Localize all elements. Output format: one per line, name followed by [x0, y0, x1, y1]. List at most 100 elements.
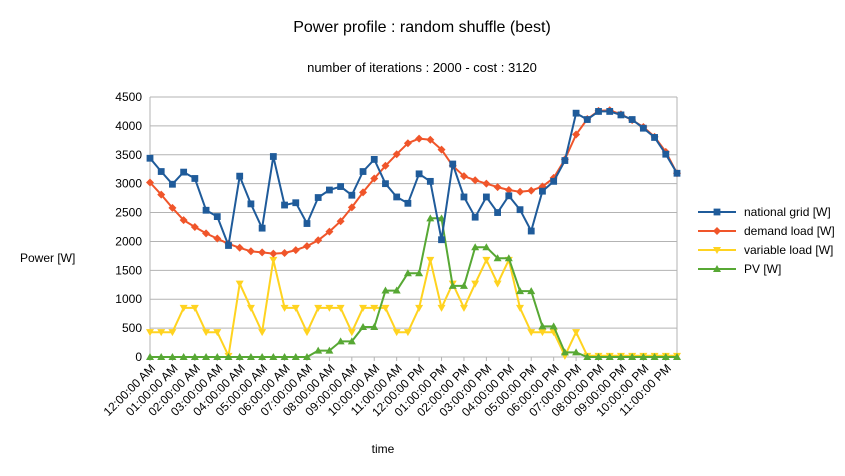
- data-point: [482, 243, 491, 251]
- data-point: [539, 187, 546, 195]
- data-point: [550, 177, 558, 185]
- data-point: [168, 353, 177, 360]
- data-point: [482, 179, 491, 188]
- data-point: [258, 248, 267, 257]
- data-point: [639, 353, 648, 360]
- legend-marker: [713, 208, 721, 215]
- series-line: [150, 258, 677, 357]
- data-point: [146, 154, 154, 162]
- data-point: [583, 116, 591, 123]
- data-point: [426, 214, 435, 222]
- y-tick-label: 2500: [115, 206, 142, 220]
- data-point: [336, 304, 345, 312]
- data-point: [650, 353, 659, 360]
- legend-marker: [713, 246, 721, 254]
- data-point: [504, 254, 513, 262]
- data-point: [449, 160, 457, 168]
- data-point: [673, 169, 681, 177]
- data-point: [482, 193, 490, 201]
- data-point: [403, 329, 412, 337]
- data-point: [538, 329, 547, 337]
- data-point: [516, 206, 524, 214]
- data-point: [292, 199, 300, 207]
- data-point: [415, 170, 423, 178]
- data-point: [246, 247, 255, 256]
- data-point: [179, 353, 188, 360]
- data-point: [269, 353, 278, 360]
- legend-swatch: [698, 246, 736, 254]
- data-point: [516, 187, 525, 196]
- data-point: [493, 254, 502, 262]
- data-point: [269, 256, 278, 264]
- data-point: [438, 236, 445, 244]
- legend-item: demand load [W]: [698, 221, 835, 240]
- data-point: [291, 304, 300, 312]
- data-point: [258, 329, 267, 337]
- data-point: [370, 156, 378, 163]
- data-point: [247, 200, 255, 208]
- data-point: [190, 304, 199, 312]
- data-point: [628, 116, 636, 123]
- data-point: [426, 256, 435, 264]
- data-point: [538, 322, 547, 330]
- series-3: [146, 214, 681, 360]
- data-point: [594, 353, 603, 360]
- data-point: [202, 329, 211, 337]
- data-point: [392, 286, 401, 294]
- chart-title: Power profile : random shuffle (best): [293, 19, 551, 36]
- y-tick-label: 4500: [115, 90, 142, 104]
- data-point: [459, 172, 468, 181]
- data-point: [169, 180, 176, 188]
- data-point: [337, 183, 345, 190]
- data-point: [291, 246, 300, 255]
- y-tick-label: 3000: [115, 177, 142, 191]
- data-point: [370, 304, 379, 312]
- y-tick-label: 1500: [115, 263, 142, 277]
- data-point: [426, 177, 434, 185]
- data-point: [494, 209, 501, 216]
- series-1: [146, 106, 681, 258]
- data-point: [213, 213, 221, 220]
- data-point: [302, 329, 311, 337]
- data-point: [157, 329, 166, 337]
- data-point: [191, 175, 199, 182]
- data-point: [617, 111, 625, 119]
- data-point: [527, 227, 535, 235]
- data-point: [269, 153, 277, 160]
- data-point: [661, 353, 670, 360]
- data-point: [280, 249, 289, 257]
- data-point: [595, 108, 602, 115]
- data-point: [527, 329, 536, 337]
- data-point: [314, 236, 323, 245]
- data-point: [415, 304, 424, 312]
- data-point: [202, 206, 210, 214]
- series-line: [149, 109, 678, 255]
- data-point: [314, 194, 322, 201]
- legend-item: variable load [W]: [698, 240, 835, 259]
- legend-swatch: [698, 226, 736, 235]
- data-point: [415, 134, 424, 143]
- data-point: [213, 329, 222, 337]
- data-point: [347, 337, 356, 345]
- data-point: [168, 329, 177, 337]
- series-line: [149, 110, 678, 247]
- data-point: [280, 353, 289, 360]
- data-point: [572, 130, 581, 139]
- data-point: [302, 242, 311, 251]
- data-point: [258, 224, 266, 232]
- data-point: [168, 203, 177, 212]
- y-tick-label: 4000: [115, 119, 142, 133]
- y-axis-label: Power [W]: [20, 251, 75, 265]
- data-point: [437, 304, 446, 312]
- data-point: [325, 346, 334, 354]
- data-point: [392, 329, 401, 337]
- legend-swatch: [698, 264, 736, 272]
- data-point: [482, 256, 491, 264]
- series-2: [146, 256, 681, 360]
- data-point: [561, 157, 569, 164]
- data-point: [157, 353, 166, 360]
- data-point: [459, 281, 468, 289]
- data-point: [146, 353, 154, 360]
